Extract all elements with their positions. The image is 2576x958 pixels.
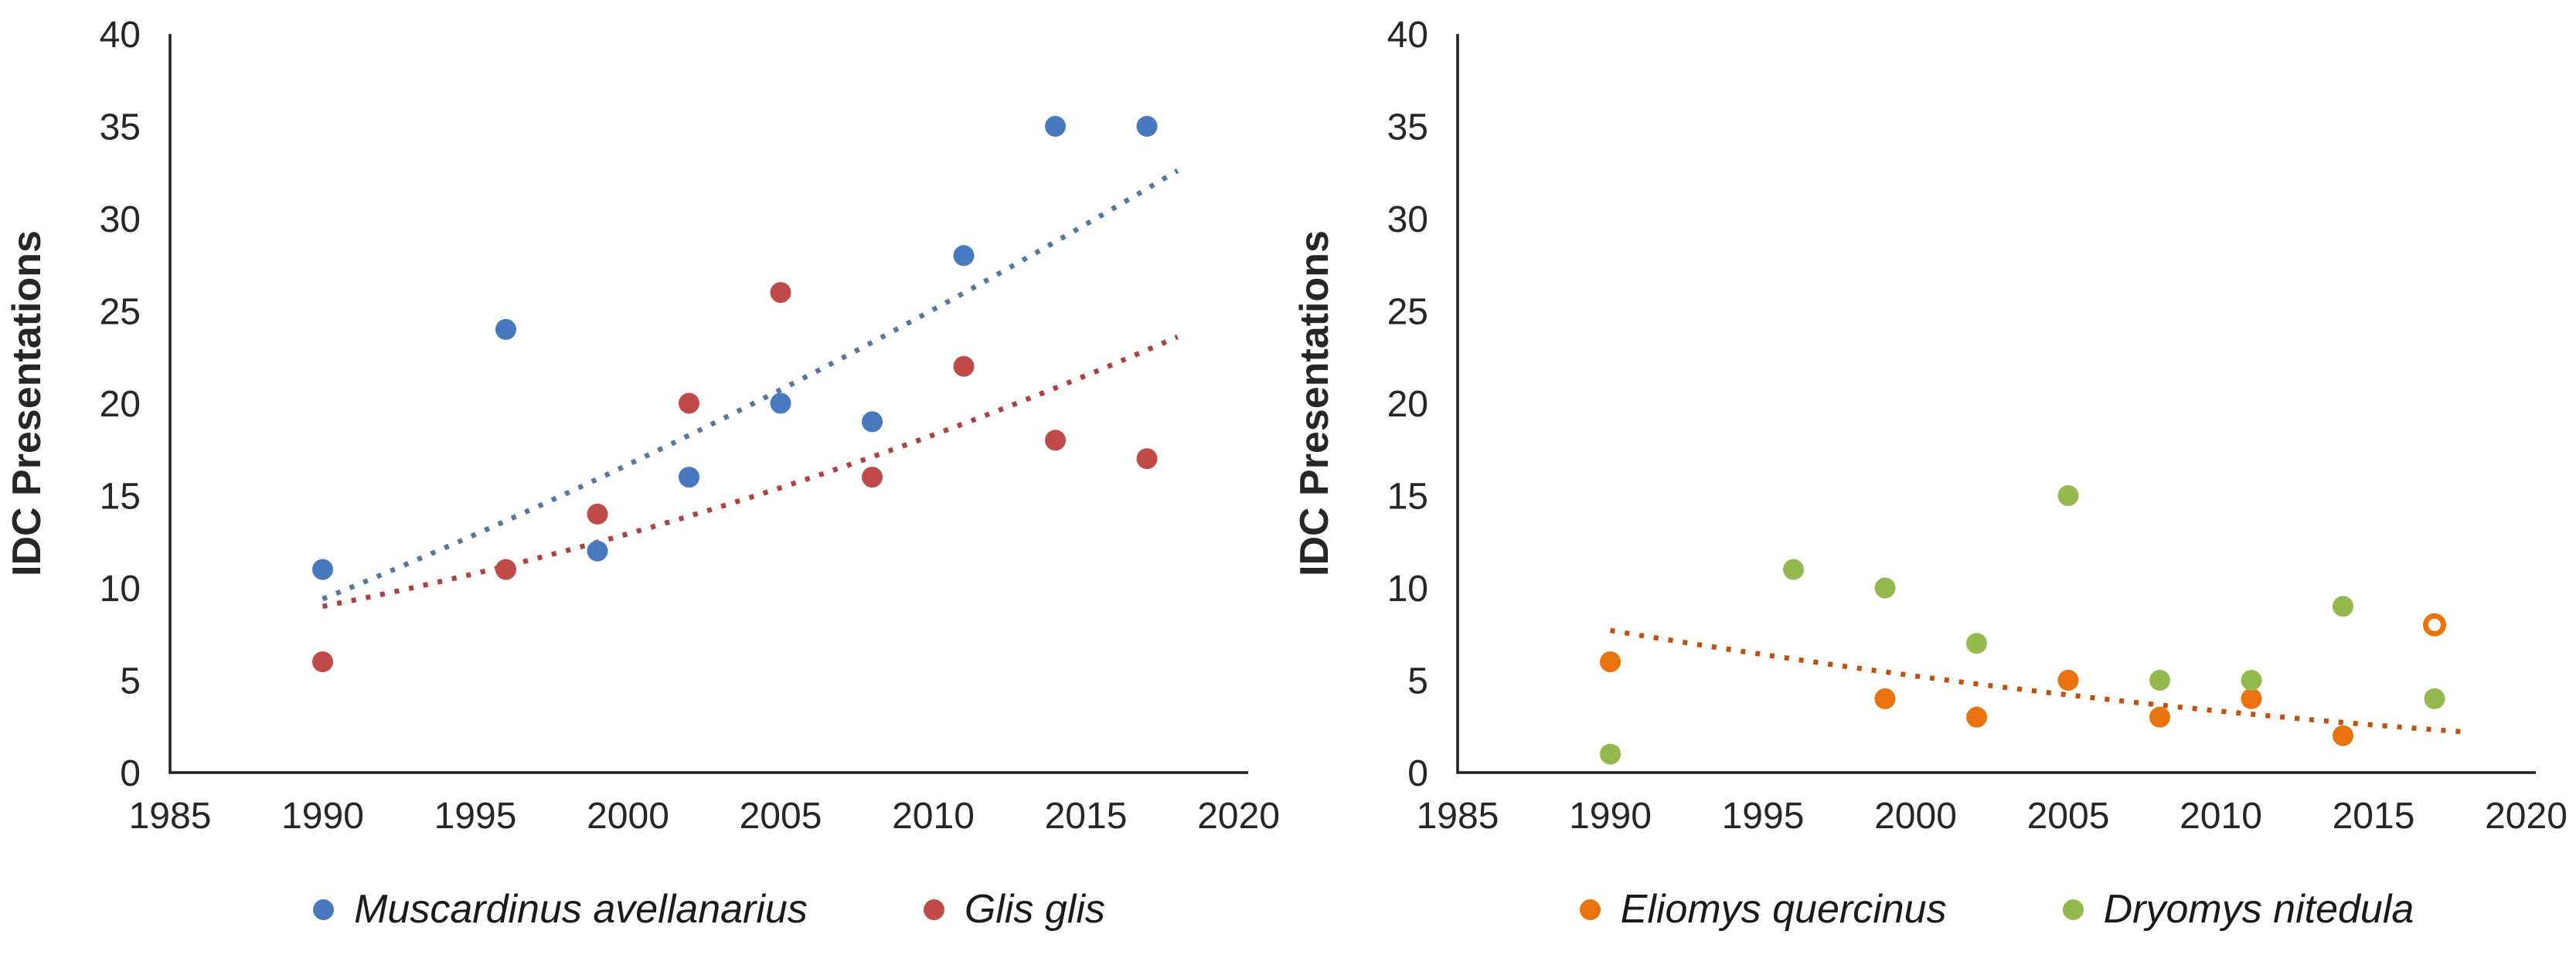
scatter-chart-right: 0 5 10 15 20 25 30 35 40 1985 1990 1995 2000 2005 2010… <box>1292 15 2567 837</box>
y-tick-label: 20 <box>1387 384 1428 425</box>
x-tick-label: 2020 <box>1197 796 1280 837</box>
data-point-glis-glis <box>1136 448 1158 470</box>
data-point-eliomys-quercinus <box>2057 670 2079 691</box>
y-tick-label: 35 <box>1387 107 1428 148</box>
x-tick-label: 2005 <box>2027 796 2110 837</box>
x-tick-label: 1990 <box>281 796 364 837</box>
data-point-muscardinus-avellanarius <box>953 245 975 267</box>
x-tick-label: 2005 <box>740 796 822 837</box>
legend-label: Muscardinus avellanarius <box>354 887 808 932</box>
legend-item-glis-glis[interactable]: Glis glis <box>923 886 1105 933</box>
data-point-glis-glis <box>312 651 333 673</box>
scatter-chart-left: 0 5 10 15 20 25 30 35 40 1985 1990 1995 2000 2005 2010… <box>5 15 1280 837</box>
data-point-glis-glis <box>1045 430 1066 451</box>
data-point-dryomys-nitedula <box>2424 688 2445 709</box>
y-axis-title: IDC Presentations <box>1292 230 1337 576</box>
x-tick-label: 2010 <box>892 796 975 837</box>
x-tick-label: 2000 <box>587 796 669 837</box>
data-point-glis-glis <box>953 355 975 377</box>
legend-label: Glis glis <box>964 887 1105 932</box>
data-point-eliomys-quercinus <box>2149 706 2170 728</box>
data-point-muscardinus-avellanarius <box>679 467 699 488</box>
x-tick-label: 1995 <box>1722 796 1805 837</box>
legend-marker-icon <box>1579 899 1601 920</box>
y-tick-label: 35 <box>100 107 141 148</box>
data-point-dryomys-nitedula <box>2057 485 2079 506</box>
y-tick-label: 30 <box>100 199 141 240</box>
data-point-dryomys-nitedula <box>1874 577 1896 599</box>
y-tick-label: 20 <box>100 384 141 425</box>
chart-panel-left: 0 5 10 15 20 25 30 35 40 1985 1990 1995 2000 2005 2010… <box>5 15 1280 952</box>
data-point-glis-glis <box>679 392 699 414</box>
data-point-muscardinus-avellanarius <box>862 411 883 433</box>
legend-marker-icon <box>923 899 944 920</box>
data-point-eliomys-quercinus <box>2333 725 2353 746</box>
data-point-eliomys-quercinus <box>1966 706 1987 728</box>
data-point-eliomys-quercinus <box>1600 651 1621 673</box>
data-point-glis-glis <box>770 282 791 304</box>
data-point-muscardinus-avellanarius <box>587 540 608 562</box>
axes-lines <box>1456 34 2536 774</box>
y-tick-label: 10 <box>100 569 141 610</box>
y-tick-label: 25 <box>100 292 141 333</box>
data-point-eliomys-quercinus <box>2423 613 2446 637</box>
y-tick-label: 30 <box>1387 199 1428 240</box>
y-tick-label: 5 <box>120 661 141 702</box>
legend-item-dryomys-nitedula[interactable]: Dryomys nitedula <box>2062 886 2414 933</box>
data-point-muscardinus-avellanarius <box>1136 116 1158 137</box>
trendline-glis-glis <box>322 334 1179 610</box>
x-tick-label: 1990 <box>1569 796 1652 837</box>
legend-item-muscardinus-avellanarius[interactable]: Muscardinus avellanarius <box>313 886 808 933</box>
data-point-glis-glis <box>587 503 608 525</box>
data-point-dryomys-nitedula <box>2241 670 2262 691</box>
trendline-eliomys-quercinus <box>1609 627 2465 735</box>
data-point-dryomys-nitedula <box>1783 559 1804 580</box>
data-point-muscardinus-avellanarius <box>770 392 791 414</box>
x-tick-label: 1995 <box>434 796 517 837</box>
legend-marker-icon <box>313 899 335 920</box>
y-tick-label: 15 <box>100 477 141 518</box>
x-tick-label: 2010 <box>2180 796 2262 837</box>
y-tick-label: 0 <box>1407 753 1428 794</box>
y-tick-label: 0 <box>120 753 141 794</box>
legend-marker-icon <box>2062 899 2084 920</box>
y-tick-label: 5 <box>1407 661 1428 702</box>
trendline-muscardinus-avellanarius <box>322 168 1179 602</box>
y-axis-title: IDC Presentations <box>5 230 49 576</box>
legend-label: Dryomys nitedula <box>2103 887 2414 932</box>
y-tick-label: 15 <box>1387 477 1428 518</box>
x-tick-label: 2000 <box>1874 796 1957 837</box>
data-point-muscardinus-avellanarius <box>495 318 516 340</box>
data-point-dryomys-nitedula <box>2333 596 2353 617</box>
x-tick-label: 2015 <box>1045 796 1128 837</box>
axes-lines <box>168 34 1248 774</box>
legend-right: Eliomys quercinus Dryomys nitedula <box>1458 867 2536 952</box>
legend-item-eliomys-quercinus[interactable]: Eliomys quercinus <box>1579 886 1947 933</box>
data-point-glis-glis <box>495 559 516 580</box>
data-point-muscardinus-avellanarius <box>312 559 333 580</box>
data-point-eliomys-quercinus <box>1874 688 1896 709</box>
x-tick-label: 1985 <box>129 796 212 837</box>
legend-label: Eliomys quercinus <box>1620 887 1947 932</box>
data-point-dryomys-nitedula <box>2149 670 2170 691</box>
y-tick-label: 25 <box>1387 292 1428 333</box>
data-point-glis-glis <box>862 467 883 488</box>
x-tick-label: 2015 <box>2333 796 2415 837</box>
x-tick-label: 2020 <box>2485 796 2567 837</box>
data-point-dryomys-nitedula <box>1600 743 1621 765</box>
legend-left: Muscardinus avellanarius Glis glis <box>170 867 1248 952</box>
data-point-eliomys-quercinus <box>2241 688 2262 709</box>
data-point-muscardinus-avellanarius <box>1045 116 1066 137</box>
x-tick-label: 1985 <box>1417 796 1499 837</box>
chart-panel-right: 0 5 10 15 20 25 30 35 40 1985 1990 1995 2000 2005 2010… <box>1288 0 2575 958</box>
y-tick-label: 10 <box>1387 569 1428 610</box>
y-tick-label: 40 <box>100 15 141 56</box>
y-tick-label: 40 <box>1387 15 1428 56</box>
data-point-dryomys-nitedula <box>1966 633 1987 654</box>
